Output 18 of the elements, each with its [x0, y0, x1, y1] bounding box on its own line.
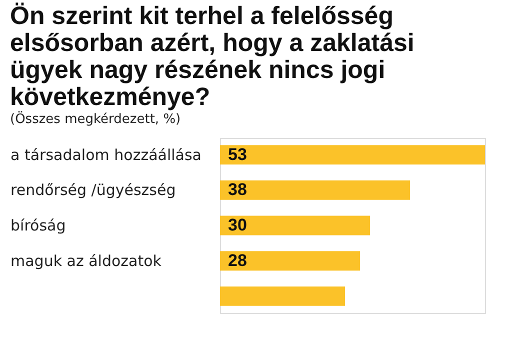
- y-tick-label: maguk az áldozatok: [10, 252, 162, 270]
- text: Ön szerint kit terhel a felelősség: [10, 2, 394, 30]
- data-label: 53: [228, 144, 247, 164]
- data-label: 30: [228, 216, 247, 234]
- y-tick-label: bíróság: [10, 216, 66, 234]
- data-label: 38: [228, 180, 247, 200]
- bar: [220, 286, 345, 306]
- y-tick-label: rendőrség /ügyészség: [10, 181, 176, 200]
- text: ügyek nagy részének nincs jogi: [10, 56, 386, 84]
- text: (Összes megkérdezett, %): [10, 111, 181, 127]
- bar: [220, 180, 410, 200]
- bar: [220, 216, 370, 236]
- y-tick-label: a társadalom hozzáállása: [10, 146, 202, 164]
- text: következménye?: [10, 83, 210, 111]
- bar: [220, 251, 360, 271]
- bar: [220, 145, 485, 165]
- data-label: 28: [228, 250, 247, 270]
- text: elsősorban azért, hogy a zaklatási: [10, 29, 414, 57]
